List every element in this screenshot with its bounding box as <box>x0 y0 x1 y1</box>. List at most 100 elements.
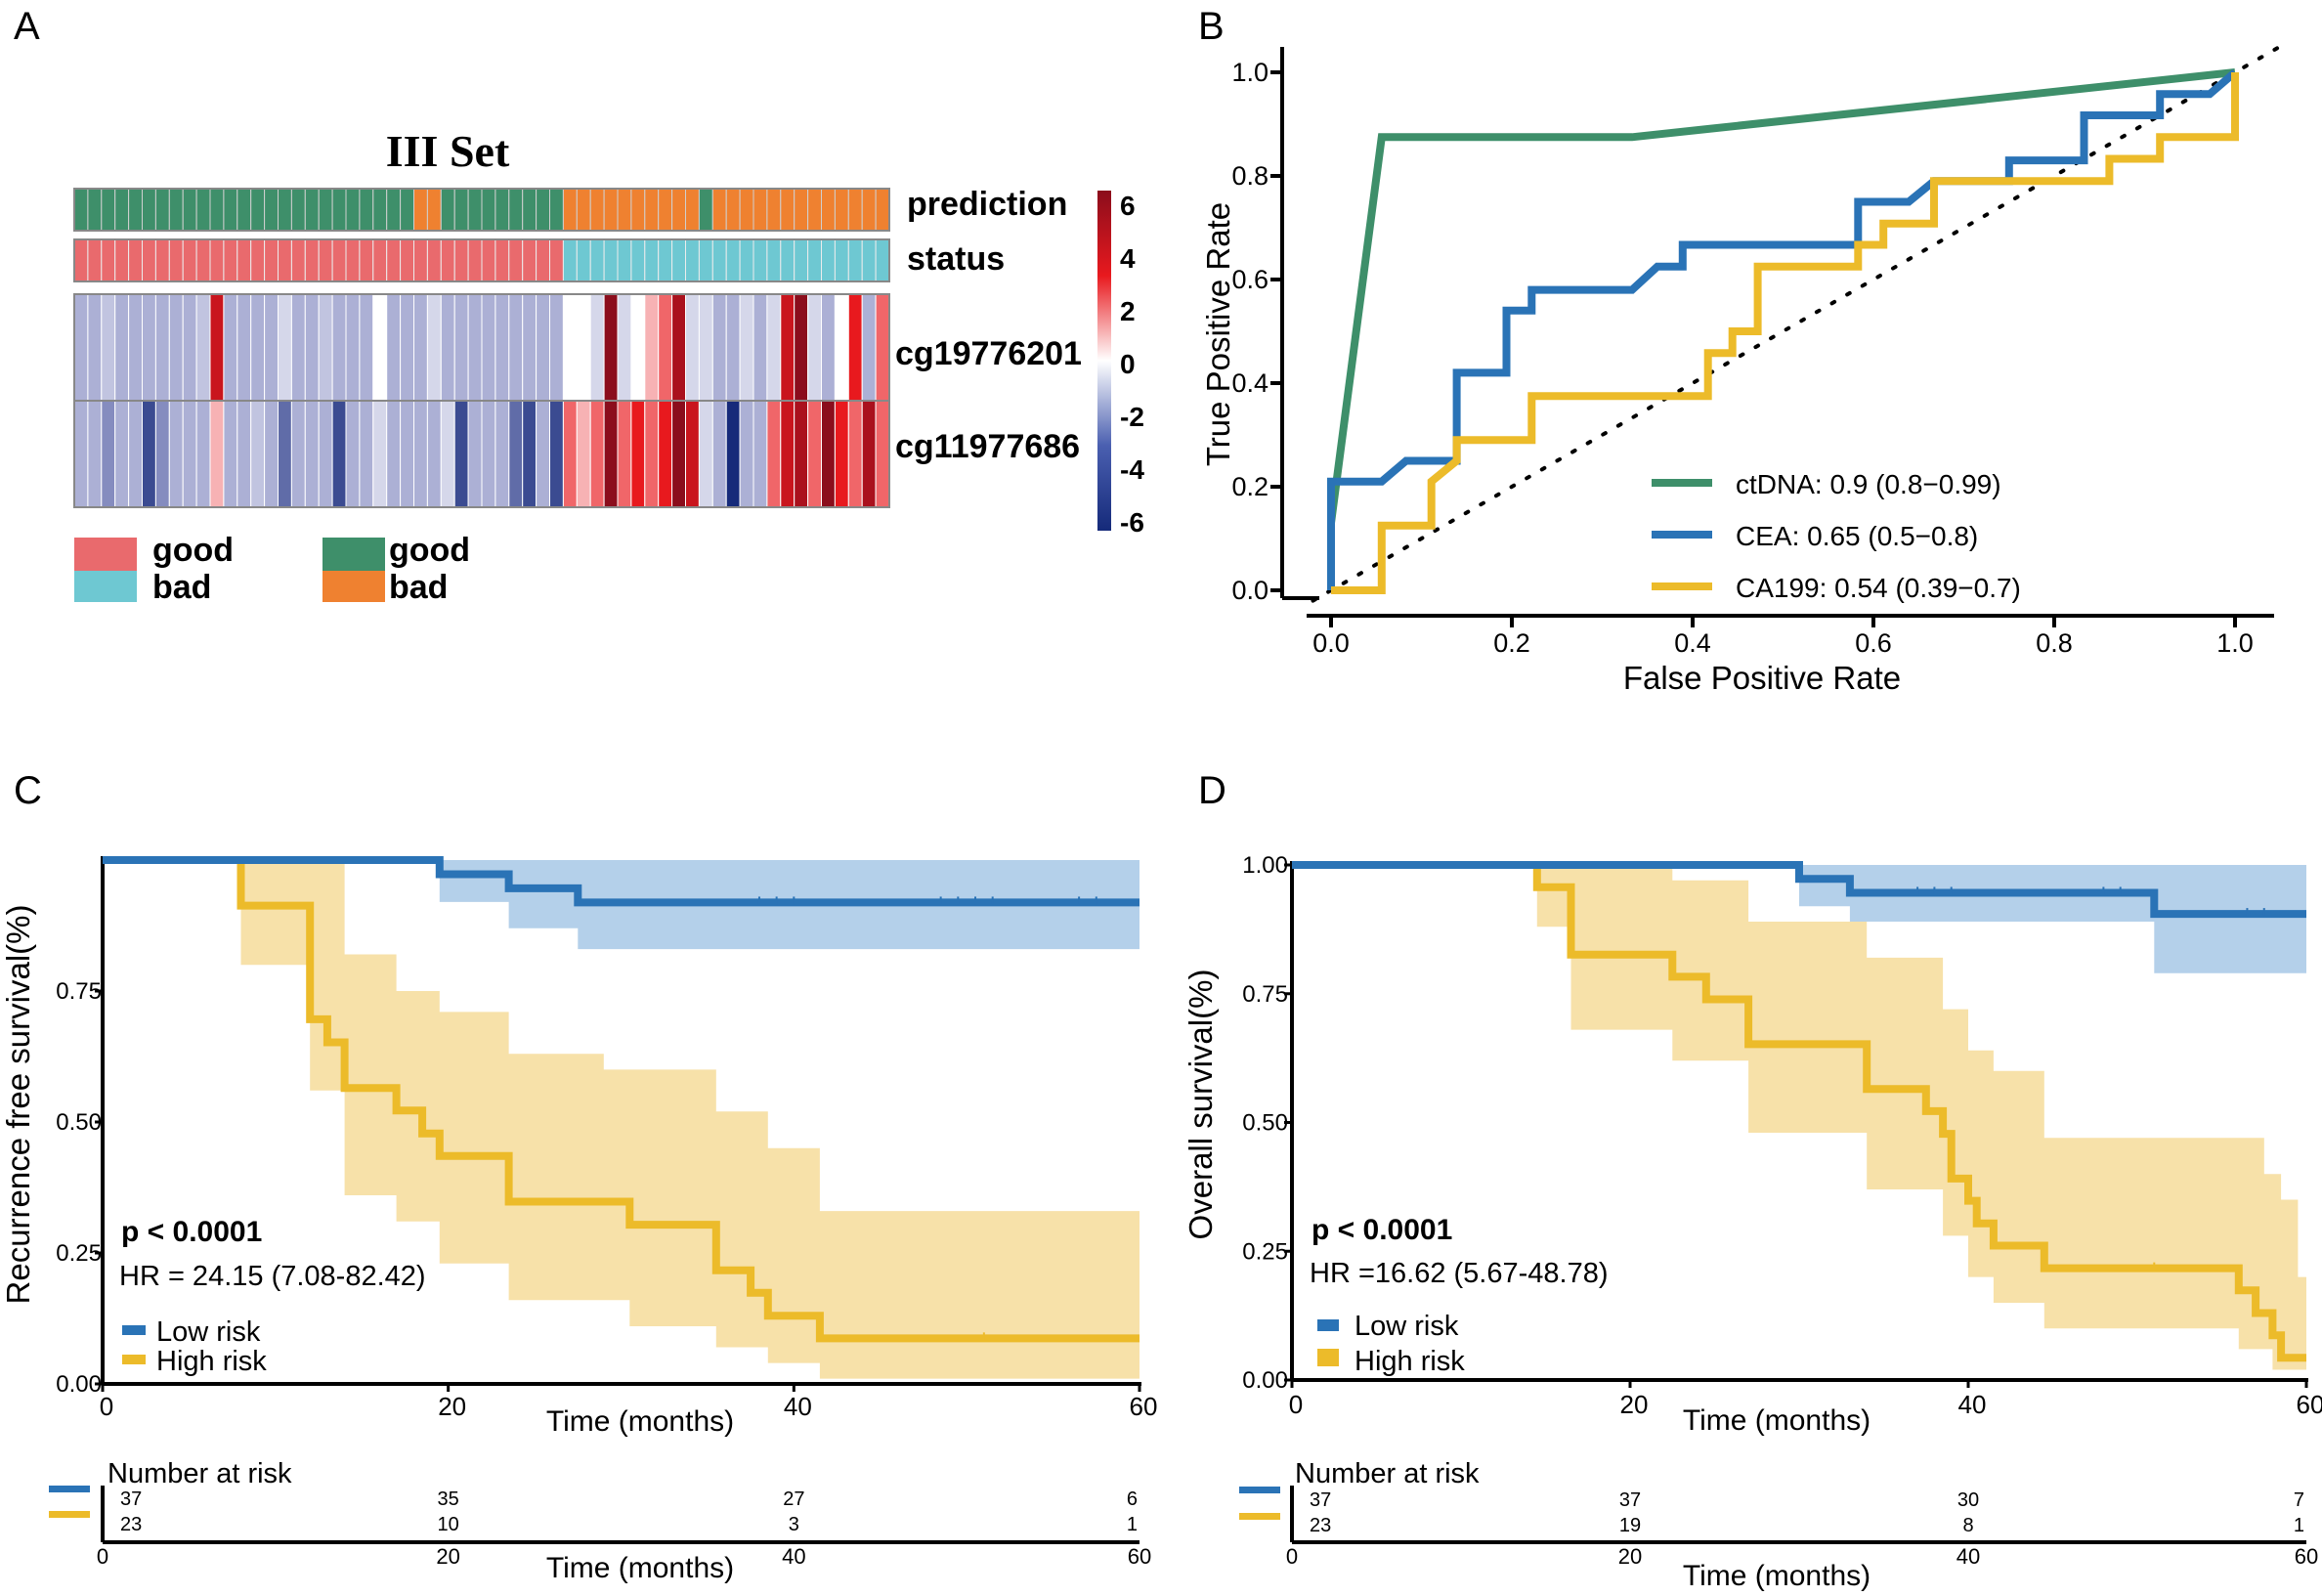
cg11977686-cell <box>278 400 292 508</box>
km-os-legend-high-swatch <box>1317 1349 1339 1366</box>
km-os-x-label: Time (months) <box>1683 1404 1870 1437</box>
km-rfs-x-tick: 20 <box>438 1392 466 1421</box>
legend-prediction-good-swatch <box>322 538 385 571</box>
cg11977686-cell <box>752 400 768 508</box>
km-os-y-tick: 0.25 <box>1242 1238 1288 1265</box>
prediction-cell <box>168 188 184 232</box>
prediction-cell <box>766 188 782 232</box>
status-cell <box>481 238 496 282</box>
roc-y-tick: 0.2 <box>1231 472 1268 501</box>
cg19776201-cell <box>236 293 252 402</box>
cg11977686-cell <box>467 400 483 508</box>
km-rfs-pvalue: p < 0.0001 <box>121 1216 262 1248</box>
cg19776201-cell <box>658 293 673 402</box>
row-label-status: status <box>907 240 1005 278</box>
km-rfs-risk-title: Number at risk <box>108 1458 292 1489</box>
cg19776201-cell <box>73 293 89 402</box>
cg11977686-cell <box>154 400 170 508</box>
status-cell <box>128 238 144 282</box>
cg11977686-cell <box>589 400 605 508</box>
legend-prediction-bad-swatch <box>322 571 385 602</box>
prediction-cell <box>821 188 836 232</box>
cg19776201-cell <box>807 293 822 402</box>
cg11977686-cell <box>386 400 402 508</box>
roc-y-ticks: 0.0 0.2 0.4 0.6 0.8 1.0 <box>1231 58 1268 605</box>
status-cell <box>236 238 252 282</box>
cg19776201-cell <box>318 293 333 402</box>
cg11977686-cell <box>875 400 890 508</box>
roc-plot-area <box>1270 44 2283 627</box>
status-cell <box>685 238 700 282</box>
cg11977686-cell <box>101 400 116 508</box>
prediction-cell <box>142 188 156 232</box>
prediction-cell <box>834 188 849 232</box>
cg11977686-cell <box>182 400 197 508</box>
cg11977686-cell <box>861 400 877 508</box>
km-os-risk-values: 37 37 30 7 23 19 8 1 <box>1310 1489 2304 1536</box>
cg19776201-cell <box>549 293 564 402</box>
status-cell <box>508 238 524 282</box>
km-os-risk-x-label: Time (months) <box>1683 1560 1870 1592</box>
roc-x-tick: 0.2 <box>1493 628 1530 658</box>
cg11977686-cell <box>711 400 727 508</box>
cg11977686-cell <box>413 400 428 508</box>
km-os-y-label: Overall survival(%) <box>1182 970 1219 1240</box>
cg19776201-cell <box>821 293 836 402</box>
prediction-cell <box>671 188 686 232</box>
prediction-cell <box>359 188 374 232</box>
cg11977686-cell <box>236 400 252 508</box>
status-cell <box>875 238 890 282</box>
km-rfs-risk-x-tick: 20 <box>436 1544 459 1569</box>
status-cell <box>426 238 442 282</box>
km-rfs-y-tick: 0.75 <box>56 978 102 1005</box>
status-cell <box>400 238 415 282</box>
cg11977686-cell <box>508 400 524 508</box>
prediction-cell <box>426 188 442 232</box>
color-scale-tick: -2 <box>1120 402 1144 432</box>
cg11977686-cell <box>426 400 442 508</box>
prediction-cell <box>698 188 713 232</box>
prediction-cell <box>494 188 510 232</box>
km-os-legend-high: High risk <box>1354 1346 1465 1377</box>
cg11977686-cell <box>372 400 388 508</box>
status-cell <box>644 238 660 282</box>
cg19776201-cell <box>644 293 660 402</box>
cg11977686-cell <box>630 400 646 508</box>
cg19776201-cell <box>481 293 496 402</box>
status-cell <box>549 238 564 282</box>
status-cell <box>752 238 768 282</box>
cg11977686-cell <box>195 400 211 508</box>
km-rfs-risk-low-value: 37 <box>120 1488 142 1510</box>
status-cell <box>87 238 103 282</box>
km-panel-os: 0.00 0.25 0.50 0.75 1.00 0 20 40 60 Time… <box>1182 852 2322 1592</box>
cg11977686-cell <box>766 400 782 508</box>
km-rfs-risk-low-value: 6 <box>1127 1488 1138 1510</box>
cg19776201-cell <box>345 293 361 402</box>
km-rfs-risk-x-label: Time (months) <box>546 1552 734 1584</box>
km-rfs-plot-area <box>95 856 1141 1392</box>
status-cell <box>589 238 605 282</box>
cg19776201-cell <box>413 293 428 402</box>
status-cell <box>576 238 591 282</box>
cg11977686-cell <box>223 400 238 508</box>
km-rfs-hr: HR = 24.15 (7.08-82.42) <box>119 1261 426 1292</box>
km-rfs-risk-values: 37 35 27 6 23 10 3 1 <box>120 1488 1138 1535</box>
cg19776201-cell <box>304 293 320 402</box>
panel-label-d: D <box>1198 769 1226 812</box>
cg19776201-cell <box>780 293 796 402</box>
cg11977686-cell <box>644 400 660 508</box>
cg11977686-cell <box>73 400 89 508</box>
status-cell <box>359 238 374 282</box>
status-cell <box>562 238 578 282</box>
legend-prediction-good: good <box>389 532 470 569</box>
km-os-risk-high-value: 19 <box>1619 1515 1641 1536</box>
km-os-risk-high-value: 1 <box>2294 1515 2304 1536</box>
cg19776201-cell <box>114 293 130 402</box>
cg19776201-cell <box>576 293 591 402</box>
status-cell <box>182 238 197 282</box>
km-os-risk-x-tick: 40 <box>1956 1544 1980 1569</box>
cg11977686-cell <box>494 400 510 508</box>
legend-status-good-swatch <box>74 538 137 571</box>
status-cell <box>168 238 184 282</box>
cg19776201-cell <box>331 293 347 402</box>
